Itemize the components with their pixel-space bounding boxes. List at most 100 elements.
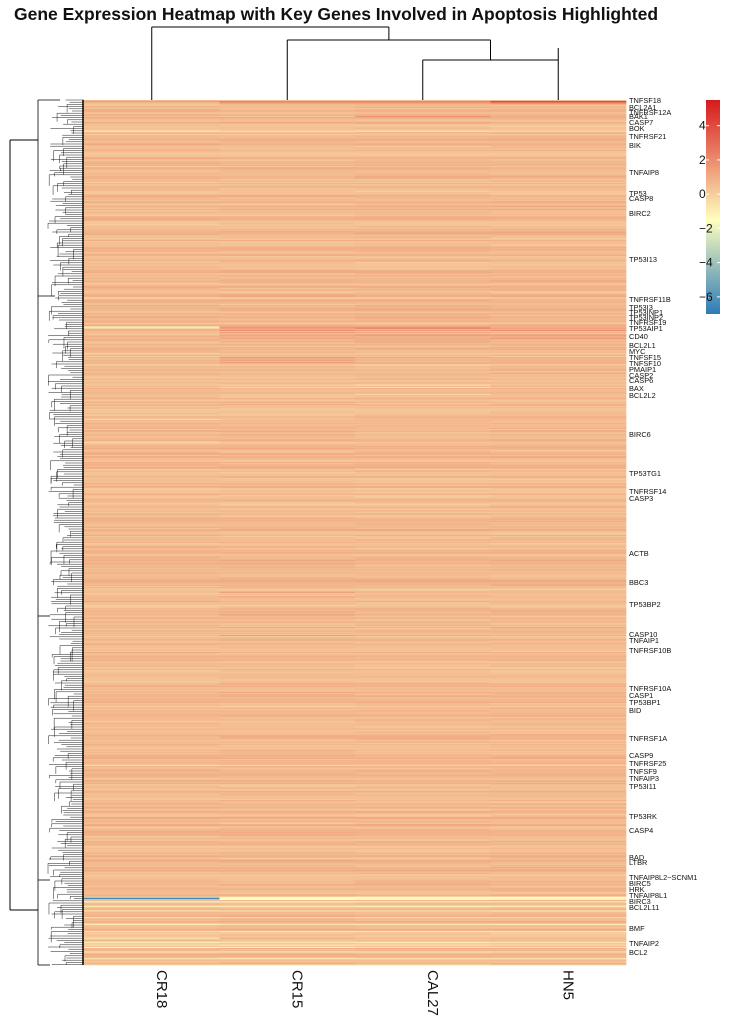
heatmap-cell bbox=[490, 842, 627, 844]
heatmap-cell bbox=[355, 173, 491, 176]
heatmap-cell bbox=[84, 845, 220, 847]
heatmap-cell bbox=[219, 195, 356, 198]
heatmap-cell bbox=[84, 526, 220, 529]
heatmap-cell bbox=[84, 395, 220, 398]
heatmap-cell bbox=[219, 509, 356, 512]
heatmap-cell bbox=[355, 366, 491, 368]
heatmap-cell bbox=[355, 307, 491, 309]
heatmap-cell bbox=[219, 665, 356, 668]
heatmap-cell bbox=[355, 730, 491, 732]
heatmap-cell bbox=[490, 148, 627, 151]
heatmap-cell bbox=[355, 319, 491, 322]
heatmap-cell bbox=[355, 549, 491, 552]
heatmap-cell bbox=[355, 568, 491, 571]
heatmap-cell bbox=[84, 379, 220, 382]
heatmap-cell bbox=[84, 719, 220, 721]
heatmap-cell bbox=[490, 286, 627, 289]
heatmap-cell bbox=[355, 704, 491, 706]
heatmap-cell bbox=[84, 387, 220, 390]
heatmap-cell bbox=[490, 115, 627, 118]
heatmap-cell bbox=[84, 337, 220, 340]
heatmap-cell bbox=[490, 768, 627, 770]
heatmap-cell bbox=[355, 397, 491, 399]
heatmap-cell bbox=[490, 596, 627, 598]
heatmap-cell bbox=[219, 564, 356, 566]
heatmap-cell bbox=[219, 184, 356, 186]
heatmap-cell bbox=[355, 170, 491, 173]
heatmap-cell bbox=[355, 344, 491, 347]
heatmap-cell bbox=[219, 326, 356, 328]
heatmap-cell bbox=[355, 589, 491, 591]
heatmap-cell bbox=[355, 858, 491, 860]
heatmap-cell bbox=[490, 891, 627, 893]
heatmap-cell bbox=[84, 563, 220, 565]
heatmap-cell bbox=[490, 806, 627, 809]
heatmap-cell bbox=[219, 348, 356, 350]
heatmap-cell bbox=[84, 814, 220, 817]
heatmap-cell bbox=[355, 819, 491, 821]
heatmap-cell bbox=[219, 522, 356, 524]
heatmap-cell bbox=[84, 914, 220, 917]
heatmap-cell bbox=[490, 859, 627, 861]
heatmap-cell bbox=[219, 152, 356, 154]
heatmap-cell bbox=[355, 391, 491, 393]
heatmap-cell bbox=[490, 714, 627, 717]
heatmap-cell bbox=[84, 525, 220, 528]
heatmap-cell bbox=[219, 549, 356, 552]
heatmap-cell bbox=[219, 590, 356, 592]
heatmap-cell bbox=[355, 623, 491, 625]
heatmap-cell bbox=[490, 756, 627, 759]
heatmap-cell bbox=[490, 307, 627, 309]
heatmap-cell bbox=[84, 279, 220, 282]
heatmap-cell bbox=[490, 473, 627, 475]
gene-label: TNFRSF1A bbox=[629, 734, 667, 743]
heatmap-cell bbox=[84, 262, 220, 265]
heatmap-cell bbox=[490, 194, 627, 196]
heatmap-cell bbox=[355, 300, 491, 302]
heatmap-cell bbox=[84, 430, 220, 432]
heatmap-cell bbox=[355, 636, 491, 638]
heatmap-cell bbox=[355, 150, 491, 152]
heatmap-cell bbox=[219, 900, 356, 902]
heatmap-cell bbox=[84, 334, 220, 336]
heatmap-cell bbox=[219, 789, 356, 792]
heatmap-cell bbox=[219, 335, 356, 338]
heatmap-cell bbox=[355, 683, 491, 686]
heatmap-cell bbox=[355, 386, 491, 389]
heatmap-cell bbox=[490, 614, 627, 616]
heatmap-cell bbox=[490, 387, 627, 390]
heatmap-cell bbox=[84, 875, 220, 877]
heatmap-cell bbox=[490, 118, 627, 120]
heatmap-cell bbox=[219, 560, 356, 563]
heatmap-cell bbox=[490, 722, 627, 725]
heatmap-cell bbox=[84, 156, 220, 159]
heatmap-cell bbox=[219, 353, 356, 356]
heatmap-cell bbox=[219, 776, 356, 778]
heatmap-cell bbox=[355, 535, 491, 538]
heatmap-cell bbox=[490, 250, 627, 252]
heatmap-cell bbox=[84, 934, 220, 936]
heatmap-cell bbox=[490, 109, 627, 111]
heatmap-cell bbox=[490, 552, 627, 555]
heatmap-cell bbox=[355, 517, 491, 520]
heatmap-cell bbox=[490, 390, 627, 392]
heatmap-cell bbox=[490, 482, 627, 484]
heatmap-cell bbox=[84, 559, 220, 562]
heatmap-cell bbox=[219, 249, 356, 251]
heatmap-cell bbox=[490, 837, 627, 839]
heatmap-cell bbox=[490, 812, 627, 814]
heatmap-cell bbox=[84, 236, 220, 239]
heatmap-cell bbox=[84, 755, 220, 758]
heatmap-cell bbox=[84, 881, 220, 884]
heatmap-cell bbox=[84, 641, 220, 644]
heatmap-cell bbox=[84, 346, 220, 349]
heatmap-cell bbox=[219, 284, 356, 286]
heatmap-cell bbox=[355, 267, 491, 269]
heatmap-cell bbox=[490, 246, 627, 249]
gene-label: BMF bbox=[629, 924, 645, 933]
heatmap-cell bbox=[355, 353, 491, 356]
heatmap-cell bbox=[84, 366, 220, 368]
heatmap-cell bbox=[355, 641, 491, 644]
gene-label: TNFRSF12A bbox=[629, 108, 671, 117]
heatmap-cell bbox=[490, 170, 627, 173]
